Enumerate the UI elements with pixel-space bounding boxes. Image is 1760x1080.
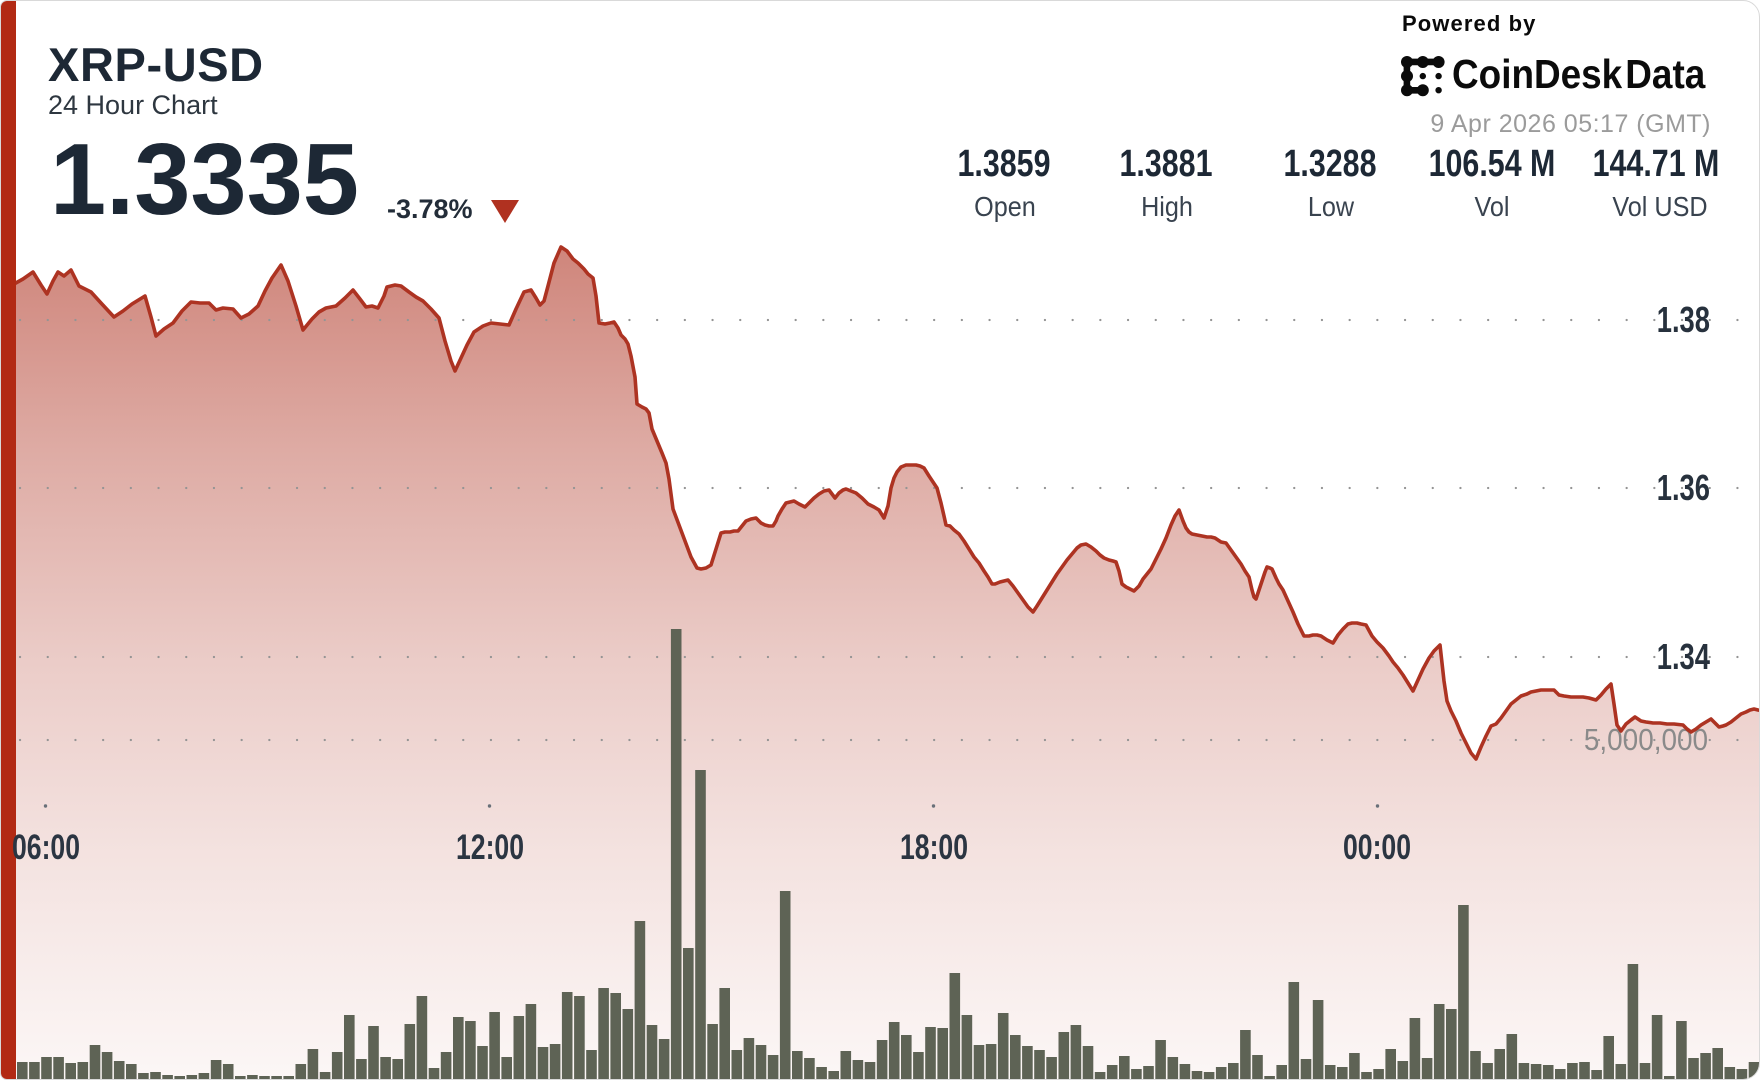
svg-text:5,000,000: 5,000,000	[1584, 723, 1708, 758]
